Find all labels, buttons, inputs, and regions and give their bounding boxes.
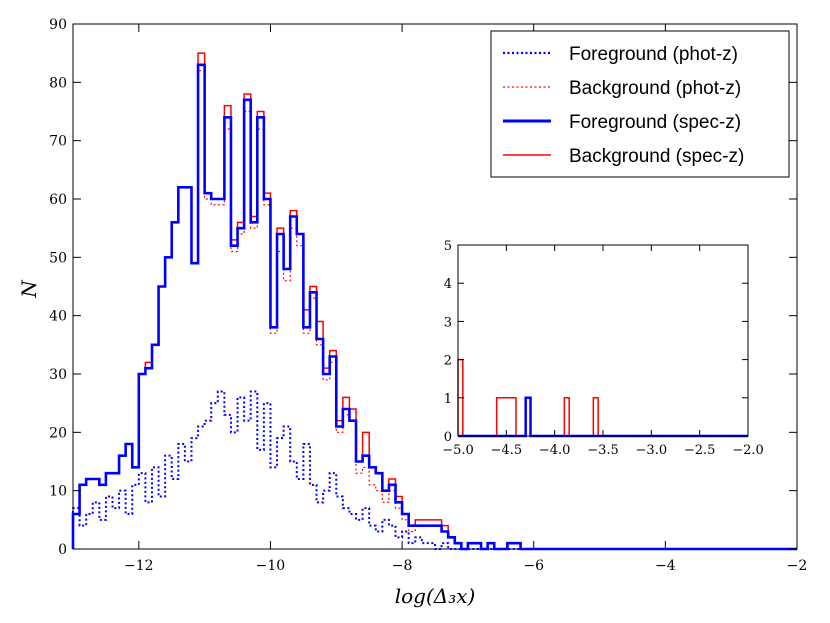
y-tick-label: 90 [49, 17, 67, 33]
inset-x-tick-label: −3.0 [636, 443, 668, 458]
inset-y-tick-label: 4 [444, 277, 452, 292]
inset-panel: −5.0 −4.5 −4.0 −3.5 −3.0 −2.5 −2.0 0 1 2 3 4 5 [442, 239, 764, 458]
legend: Foreground (phot-z) Background (phot-z) Fo… [490, 30, 790, 178]
legend-label: Background (spec-z) [569, 146, 744, 167]
inset-y-tick-label: 3 [444, 315, 452, 330]
y-axis-title: N [17, 279, 41, 299]
main-series-group [71, 52, 797, 551]
x-tick-label: −6 [523, 558, 544, 574]
inset-x-tick-label: −4.0 [539, 443, 571, 458]
y-tick-label: 10 [49, 484, 67, 500]
x-tick-label: −2 [787, 558, 808, 574]
x-tick-label: −4 [655, 558, 676, 574]
inset-y-tick-label: 0 [444, 430, 452, 445]
inset-x-tick-label: −4.5 [491, 443, 523, 458]
x-tick-label: −10 [256, 558, 286, 574]
y-tick-label: 70 [49, 134, 67, 150]
x-axis-title: log(Δ₃x) [395, 584, 476, 608]
series-foreground-phot-z [72, 390, 797, 550]
y-tick-label: 0 [58, 542, 67, 558]
y-tick-label: 20 [49, 425, 67, 441]
inset-x-tick-label: −3.5 [587, 443, 619, 458]
inset-x-tick-label: −2.5 [684, 443, 716, 458]
y-tick-label: 40 [49, 309, 67, 325]
inset-y-tick-label: 1 [444, 392, 452, 407]
y-tick-label: 80 [49, 75, 67, 91]
legend-label: Foreground (spec-z) [569, 112, 741, 133]
inset-y-tick-label: 5 [444, 239, 452, 254]
x-tick-label: −12 [124, 558, 154, 574]
inset-y-tick-label: 2 [444, 354, 452, 369]
inset-x-tick-label: −5.0 [442, 443, 474, 458]
legend-label: Foreground (phot-z) [569, 44, 738, 65]
x-tick-label: −8 [392, 558, 413, 574]
y-tick-label: 60 [49, 192, 67, 208]
y-tick-label: 30 [49, 367, 67, 383]
y-tick-label: 50 [49, 250, 67, 266]
inset-ticks-group: −5.0 −4.5 −4.0 −3.5 −3.0 −2.5 −2.0 0 1 2 3 4 5 [442, 239, 764, 458]
legend-box [490, 30, 790, 178]
legend-label: Background (phot-z) [569, 78, 741, 99]
inset-background [458, 245, 748, 436]
inset-x-tick-label: −2.0 [732, 443, 764, 458]
